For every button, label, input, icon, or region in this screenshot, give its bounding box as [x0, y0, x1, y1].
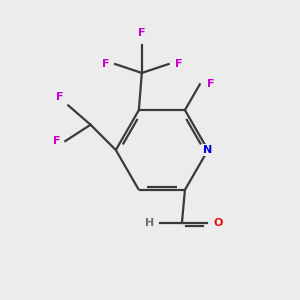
Text: F: F	[53, 136, 61, 146]
Text: F: F	[138, 28, 146, 38]
Text: F: F	[207, 80, 215, 89]
Text: F: F	[56, 92, 64, 102]
Text: F: F	[175, 59, 182, 69]
Text: N: N	[203, 145, 213, 155]
Text: F: F	[102, 59, 109, 69]
Text: O: O	[214, 218, 223, 228]
Text: H: H	[145, 218, 154, 228]
